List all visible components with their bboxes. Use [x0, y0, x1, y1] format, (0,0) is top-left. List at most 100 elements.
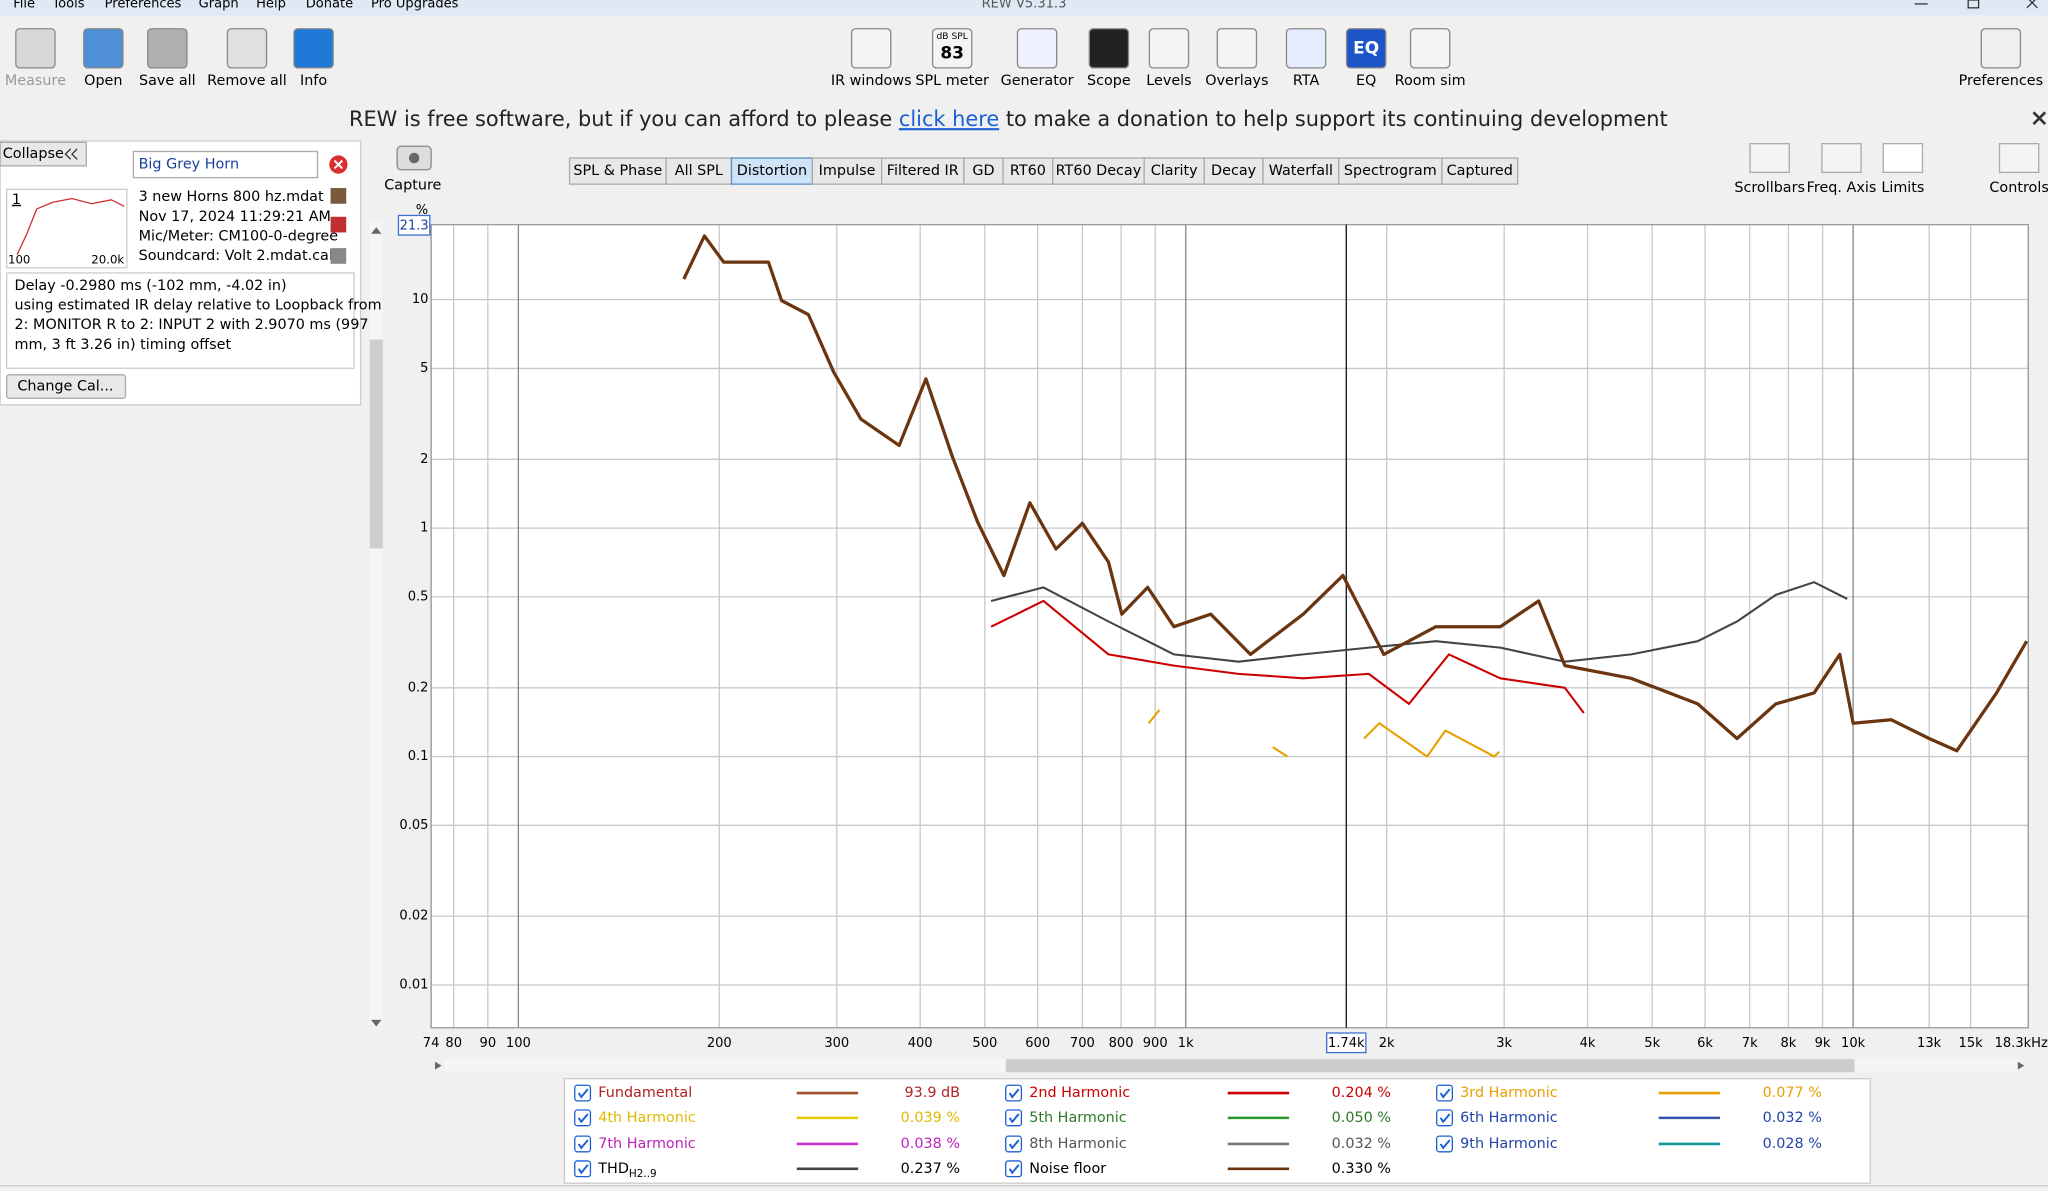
tab-label[interactable]: Distortion [737, 163, 807, 179]
graph-control-icon[interactable] [1749, 142, 1790, 174]
toolbar-icon[interactable] [293, 28, 334, 69]
menu-item[interactable]: File [13, 0, 35, 11]
toolbar-icon[interactable] [1088, 28, 1130, 69]
change-cal-label[interactable]: Change Cal... [17, 379, 113, 395]
legend-name[interactable]: Fundamental [598, 1085, 692, 1101]
toolbar-icon[interactable] [1285, 28, 1327, 69]
toolbar-label[interactable]: Save all [139, 73, 196, 89]
menu-item[interactable]: Help [256, 0, 286, 11]
graph-control-label[interactable]: Controls [1989, 180, 2048, 196]
tab[interactable] [1143, 157, 1205, 185]
legend-name[interactable]: 5th Harmonic [1029, 1110, 1126, 1126]
toolbar-label[interactable]: Open [84, 73, 122, 89]
tab-label[interactable]: Clarity [1151, 163, 1198, 179]
toolbar-icon[interactable] [83, 28, 124, 69]
menu-item[interactable]: Pro Upgrades [371, 0, 459, 11]
tab-label[interactable]: Impulse [819, 163, 876, 179]
collapse-label[interactable]: Collapse [3, 146, 64, 162]
tab-label[interactable]: RT60 [1010, 163, 1046, 179]
tab[interactable] [881, 157, 965, 185]
toolbar-label[interactable]: Room sim [1395, 73, 1466, 89]
legend-checkbox[interactable] [1436, 1135, 1453, 1153]
tab[interactable] [963, 157, 1004, 185]
thumbnail[interactable] [6, 188, 128, 269]
tab-label[interactable]: GD [972, 163, 994, 179]
tab-label[interactable]: Decay [1211, 163, 1257, 179]
tab-label[interactable]: Captured [1447, 163, 1513, 179]
toolbar-label[interactable]: Levels [1146, 73, 1191, 89]
legend-checkbox[interactable] [1005, 1160, 1023, 1178]
tab[interactable] [1052, 157, 1145, 185]
menu-item[interactable]: Donate [306, 0, 353, 11]
toolbar-icon[interactable] [931, 28, 973, 69]
legend-name[interactable]: 4th Harmonic [598, 1110, 695, 1126]
toolbar-label[interactable]: Preferences [1959, 73, 2043, 89]
legend-name[interactable]: 3rd Harmonic [1460, 1085, 1557, 1101]
banner-link[interactable]: click here [899, 107, 999, 131]
tab-label[interactable]: Spectrogram [1344, 163, 1437, 179]
legend-checkbox[interactable] [1005, 1084, 1023, 1102]
legend-name[interactable]: 2nd Harmonic [1029, 1085, 1130, 1101]
measurement-name[interactable]: Big Grey Horn [139, 157, 239, 173]
tab-label[interactable]: RT60 Decay [1056, 163, 1142, 179]
name-field[interactable] [132, 150, 319, 179]
tab[interactable] [730, 157, 814, 185]
toolbar-icon[interactable] [226, 28, 268, 69]
tab[interactable] [1002, 157, 1054, 185]
tab-label[interactable]: Waterfall [1269, 163, 1333, 179]
toolbar-label[interactable]: RTA [1293, 73, 1320, 89]
toolbar-label[interactable]: Generator [1001, 73, 1074, 89]
window-buttons[interactable] [1914, 0, 2038, 9]
toolbar-icon[interactable] [1345, 28, 1387, 69]
tab[interactable] [665, 157, 733, 185]
info-icon[interactable] [330, 248, 347, 264]
toolbar-label[interactable]: SPL meter [915, 73, 989, 89]
toolbar-icon[interactable] [1148, 28, 1190, 69]
legend-checkbox[interactable] [574, 1135, 592, 1153]
toolbar-icon[interactable] [15, 28, 56, 69]
v-scroll-thumb[interactable] [369, 339, 383, 549]
graph-control-label[interactable]: Scrollbars [1734, 180, 1805, 196]
menu-item[interactable]: Graph [199, 0, 239, 11]
graph-control-label[interactable]: Limits [1881, 180, 1924, 196]
change-cal-button[interactable] [6, 374, 127, 399]
toolbar-label[interactable]: Overlays [1205, 73, 1268, 89]
toolbar-label[interactable]: Info [300, 73, 327, 89]
toolbar-icon[interactable] [1409, 28, 1451, 69]
legend-name[interactable]: Noise floor [1029, 1161, 1106, 1177]
toolbar-label[interactable]: Scope [1087, 73, 1131, 89]
graph-control-icon[interactable] [1882, 142, 1924, 174]
banner-close[interactable] [2032, 111, 2047, 125]
toolbar-icon[interactable] [1216, 28, 1258, 69]
toolbar-label[interactable]: EQ [1356, 73, 1376, 89]
tab-label[interactable]: Filtered IR [887, 163, 959, 179]
legend-checkbox[interactable] [574, 1084, 592, 1102]
toolbar-icon[interactable] [1016, 28, 1058, 69]
legend-name[interactable]: 8th Harmonic [1029, 1136, 1126, 1152]
tab-label[interactable]: All SPL [675, 163, 723, 179]
info-icon[interactable] [330, 216, 347, 233]
graph-control-icon[interactable] [1821, 142, 1862, 174]
toolbar-icon[interactable] [1980, 28, 2022, 69]
h-scroll-thumb[interactable] [1005, 1059, 1855, 1073]
toolbar-label[interactable]: Remove all [207, 73, 287, 89]
graph-control-icon[interactable] [1998, 142, 2040, 174]
toolbar-label[interactable]: IR windows [831, 73, 912, 89]
legend-checkbox[interactable] [1005, 1135, 1023, 1153]
tab[interactable] [1262, 157, 1340, 185]
y-limit-box[interactable] [397, 214, 431, 236]
menu-item[interactable]: Tools [51, 0, 84, 11]
toolbar-label[interactable]: Measure [5, 73, 66, 89]
legend-checkbox[interactable] [1005, 1109, 1023, 1127]
legend-name[interactable]: 7th Harmonic [598, 1136, 695, 1152]
info-icon[interactable] [330, 188, 347, 204]
legend-checkbox[interactable] [1436, 1084, 1453, 1102]
legend-name[interactable]: 9th Harmonic [1460, 1136, 1557, 1152]
legend-checkbox[interactable] [574, 1109, 592, 1127]
legend-name[interactable]: 6th Harmonic [1460, 1110, 1557, 1126]
tab-label[interactable]: SPL & Phase [573, 163, 662, 179]
legend-checkbox[interactable] [1436, 1109, 1453, 1127]
menu-item[interactable]: Preferences [105, 0, 182, 11]
y-limit-label[interactable]: 21.3 [400, 218, 429, 233]
legend-name[interactable]: THDH2..9 [597, 1161, 656, 1180]
